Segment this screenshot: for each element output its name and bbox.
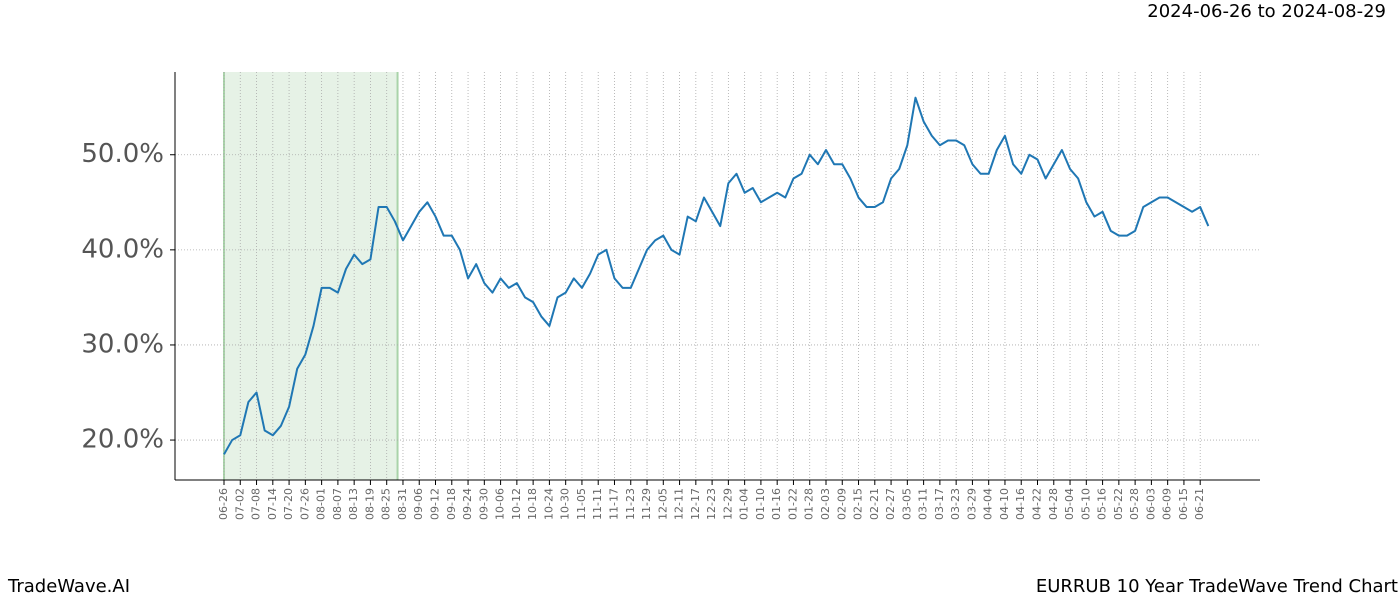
- x-tick-label: 06-26: [217, 488, 230, 520]
- x-tick-label: 06-15: [1177, 488, 1190, 520]
- x-tick-label: 10-30: [559, 488, 572, 520]
- x-tick-label: 03-11: [917, 488, 930, 520]
- x-tick-label: 05-22: [1112, 488, 1125, 520]
- x-tick-label: 12-11: [673, 488, 686, 520]
- date-range: 2024-06-26 to 2024-08-29: [1147, 1, 1386, 22]
- x-tick-label: 07-26: [298, 488, 311, 520]
- x-tick-label: 12-29: [721, 488, 734, 520]
- x-tick-label: 07-08: [250, 488, 263, 520]
- brand: TradeWave.AI: [7, 576, 130, 597]
- x-tick-label: 09-12: [429, 488, 442, 520]
- x-tick-label: 02-03: [819, 488, 832, 520]
- x-tick-label: 12-17: [689, 488, 702, 520]
- x-tick-label: 04-16: [1014, 488, 1027, 520]
- x-tick-label: 03-17: [933, 488, 946, 520]
- highlight-region: [224, 72, 398, 480]
- x-tick-label: 08-01: [315, 488, 328, 520]
- x-tick-label: 01-04: [738, 488, 751, 520]
- x-tick-label: 03-29: [965, 488, 978, 520]
- x-tick-label: 09-18: [445, 488, 458, 520]
- x-tick-label: 11-11: [591, 488, 604, 520]
- chart-title: EURRUB 10 Year TradeWave Trend Chart: [1036, 576, 1398, 597]
- y-tick-label: 50.0%: [81, 139, 164, 169]
- x-tick-label: 02-21: [868, 488, 881, 520]
- x-tick-label: 07-20: [282, 488, 295, 520]
- x-tick-label: 10-12: [510, 488, 523, 520]
- x-tick-label: 03-05: [900, 488, 913, 520]
- x-tick-label: 10-24: [542, 488, 555, 520]
- x-tick-label: 10-18: [526, 488, 539, 520]
- x-tick-label: 08-31: [396, 488, 409, 520]
- x-tick-label: 05-16: [1096, 488, 1109, 520]
- x-tick-label: 07-02: [233, 488, 246, 520]
- x-tick-label: 11-05: [575, 488, 588, 520]
- x-tick-label: 04-04: [982, 488, 995, 520]
- y-tick-label: 40.0%: [81, 234, 164, 264]
- x-tick-label: 04-28: [1047, 488, 1060, 520]
- y-tick-label: 20.0%: [81, 425, 164, 455]
- x-tick-label: 08-19: [363, 488, 376, 520]
- x-tick-label: 08-13: [347, 488, 360, 520]
- x-tick-label: 11-23: [624, 488, 637, 520]
- x-tick-label: 04-22: [1031, 488, 1044, 520]
- x-tick-label: 01-28: [803, 488, 816, 520]
- trend-line: [223, 96, 1210, 455]
- x-tick-label: 06-03: [1144, 488, 1157, 520]
- y-tick-label: 30.0%: [81, 329, 164, 359]
- x-tick-label: 03-23: [949, 488, 962, 520]
- x-tick-label: 06-09: [1161, 488, 1174, 520]
- x-tick-label: 02-15: [852, 488, 865, 520]
- x-tick-label: 09-30: [477, 488, 490, 520]
- x-tick-label: 11-17: [607, 488, 620, 520]
- x-tick-label: 05-10: [1079, 488, 1092, 520]
- x-tick-label: 11-29: [640, 488, 653, 520]
- x-tick-label: 04-10: [998, 488, 1011, 520]
- x-tick-label: 09-24: [461, 488, 474, 520]
- x-tick-label: 02-09: [835, 488, 848, 520]
- x-tick-label: 12-23: [705, 488, 718, 520]
- x-tick-label: 01-16: [770, 488, 783, 520]
- x-tick-label: 02-27: [884, 488, 897, 520]
- x-tick-label: 10-06: [494, 488, 507, 520]
- x-tick-label: 08-07: [331, 488, 344, 520]
- x-tick-label: 05-04: [1063, 488, 1076, 520]
- x-tick-label: 07-14: [266, 488, 279, 520]
- x-tick-label: 06-21: [1193, 488, 1206, 520]
- x-tick-label: 05-28: [1128, 488, 1141, 520]
- x-tick-label: 12-05: [656, 488, 669, 520]
- x-tick-label: 01-22: [786, 488, 799, 520]
- x-tick-label: 09-06: [412, 488, 425, 520]
- x-tick-label: 01-10: [754, 488, 767, 520]
- x-tick-label: 08-25: [380, 488, 393, 520]
